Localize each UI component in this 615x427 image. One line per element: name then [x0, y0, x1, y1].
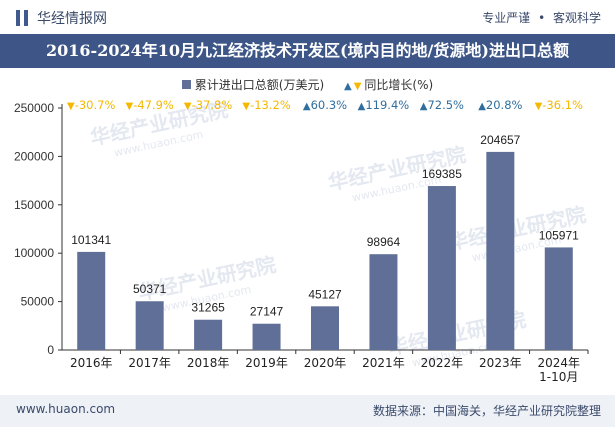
growth-label: ▼-37.8%	[184, 98, 232, 112]
bar	[369, 254, 398, 350]
x-tick-label: 2022年	[421, 356, 464, 370]
growth-label: ▼-36.1%	[535, 98, 583, 112]
x-tick-label: 2018年	[187, 356, 230, 370]
footer: www.huaon.com 数据来源：中国海关，华经产业研究院整理	[0, 395, 615, 427]
chart-title: 2016-2024年10月九江经济技术开发区(境内目的地/货源地)进出口总额	[0, 34, 615, 68]
top-bar: 华经情报网 专业严谨 • 客观科学	[0, 0, 615, 35]
x-tick-label: 2021年	[362, 356, 405, 370]
bar	[135, 301, 164, 350]
huajing-logo-icon	[16, 10, 30, 26]
legend-total-label: 累计进出口总额(万美元)	[194, 78, 325, 92]
bar	[427, 186, 456, 350]
slogan-right: 客观科学	[552, 11, 601, 25]
bar	[252, 323, 281, 350]
y-tick-label: 150000	[14, 198, 54, 212]
bar-value-label: 50371	[133, 282, 167, 296]
legend-bar-swatch	[181, 80, 191, 89]
x-tick-label: 2024年	[538, 356, 581, 370]
triangle-down-icon: ▼	[353, 81, 362, 92]
x-tick-label: 2023年	[479, 356, 522, 370]
growth-label: ▼-47.9%	[125, 98, 173, 112]
y-tick-label: 250000	[14, 101, 54, 115]
bar-value-label: 169385	[422, 167, 462, 181]
x-tick-label: 2020年	[304, 356, 347, 370]
footer-source: 数据来源：中国海关，华经产业研究院整理	[372, 404, 601, 418]
growth-label: ▼-13.2%	[242, 98, 290, 112]
x-tick-label: 1-10月	[539, 370, 578, 384]
x-tick-label: 2017年	[128, 356, 171, 370]
bar-chart: 华经产业研究院www.huaon.com华经产业研究院www.huaon.com…	[14, 97, 589, 384]
y-tick-label: 100000	[14, 246, 54, 260]
y-tick-label: 50000	[21, 295, 55, 309]
bar-value-label: 101341	[71, 233, 111, 247]
bar	[544, 247, 573, 350]
growth-label: ▲60.3%	[303, 98, 347, 112]
bar	[311, 306, 339, 350]
brand-name: 华经情报网	[37, 11, 107, 27]
bar-value-label: 27147	[250, 305, 284, 319]
slogan-separator: •	[538, 11, 546, 25]
growth-label: ▲119.4%	[358, 98, 410, 112]
triangle-up-icon: ▲	[344, 81, 352, 92]
legend-item-total: 累计进出口总额(万美元)	[181, 76, 325, 93]
bar-value-label: 98964	[367, 235, 401, 249]
chart-legend: 累计进出口总额(万美元) ▲ ▼ 同比增长(%)	[0, 76, 615, 93]
bar-value-label: 105971	[539, 228, 579, 242]
legend-item-growth: ▲ ▼ 同比增长(%)	[344, 76, 433, 93]
x-tick-label: 2016年	[70, 356, 113, 370]
y-tick-label: 0	[47, 343, 54, 357]
footer-url: www.huaon.com	[16, 402, 116, 416]
brand: 华经情报网	[16, 8, 107, 28]
bar	[194, 319, 223, 350]
bar	[486, 151, 515, 350]
growth-label: ▲72.5%	[420, 98, 464, 112]
legend-growth-label: 同比增长(%)	[364, 78, 434, 92]
bar-value-label: 204657	[480, 133, 520, 147]
growth-label: ▼-30.7%	[67, 98, 115, 112]
x-tick-label: 2019年	[245, 356, 288, 370]
bar	[77, 251, 106, 350]
growth-label: ▲20.8%	[478, 98, 522, 112]
bar-value-label: 45127	[308, 287, 342, 301]
y-tick-label: 200000	[14, 149, 54, 163]
slogan-left: 专业严谨	[482, 11, 531, 25]
slogan: 专业严谨 • 客观科学	[482, 9, 601, 26]
bar-value-label: 31265	[191, 301, 225, 315]
